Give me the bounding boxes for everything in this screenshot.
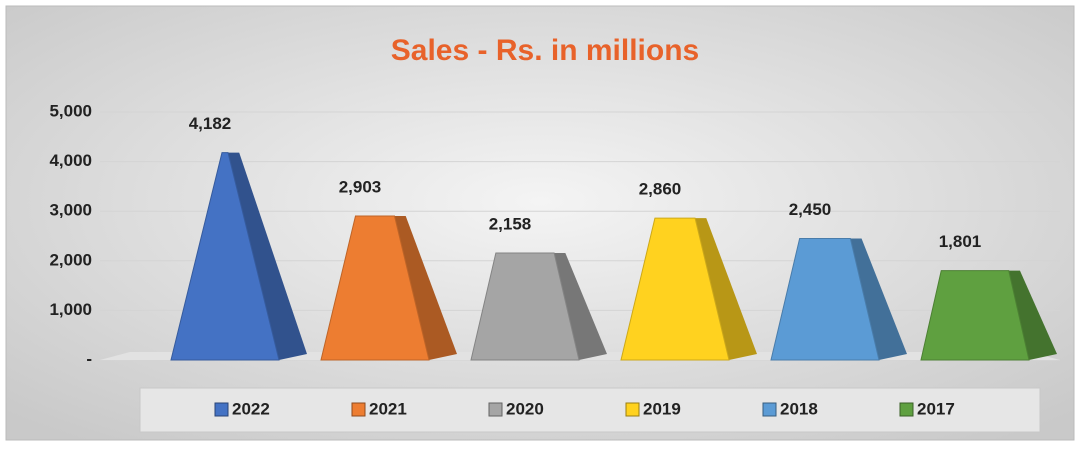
y-tick-label: - (86, 349, 92, 368)
legend-label: 2021 (369, 399, 407, 418)
bar (770, 237, 880, 361)
bar (170, 152, 280, 361)
legend-swatch (351, 402, 366, 417)
legend-label: 2019 (643, 399, 681, 418)
y-tick-label: 2,000 (49, 250, 92, 269)
chart-background (5, 5, 1075, 441)
y-tick-label: 3,000 (49, 201, 92, 220)
y-tick-label: 5,000 (49, 101, 92, 120)
legend-label: 2022 (232, 399, 270, 418)
legend-swatch (625, 402, 640, 417)
y-tick-label: 4,000 (49, 151, 92, 170)
legend-label: 2020 (506, 399, 544, 418)
bar-side (394, 216, 457, 360)
legend-swatch (762, 402, 777, 417)
value-label: 2,158 (489, 214, 532, 233)
bar-side (850, 238, 907, 360)
legend-swatch (214, 402, 229, 417)
bar-side (554, 252, 607, 360)
bar (470, 252, 580, 361)
bar-side (228, 152, 307, 360)
y-tick-label: 1,000 (49, 300, 92, 319)
value-label: 1,801 (939, 232, 982, 251)
legend-swatch (899, 402, 914, 417)
chart-title: Sales - Rs. in millions (391, 34, 699, 67)
value-label: 2,450 (789, 200, 832, 219)
legend-label: 2018 (780, 399, 818, 418)
value-label: 2,903 (339, 177, 382, 196)
legend-swatch (488, 402, 503, 417)
legend-label: 2017 (917, 399, 955, 418)
legend-box (139, 387, 1041, 433)
bar (920, 270, 1030, 361)
bar-side (1008, 270, 1057, 360)
bar (620, 217, 730, 361)
value-label: 2,860 (639, 180, 682, 199)
bar (320, 215, 430, 361)
value-label: 4,182 (189, 114, 232, 133)
bar-side (695, 218, 757, 360)
